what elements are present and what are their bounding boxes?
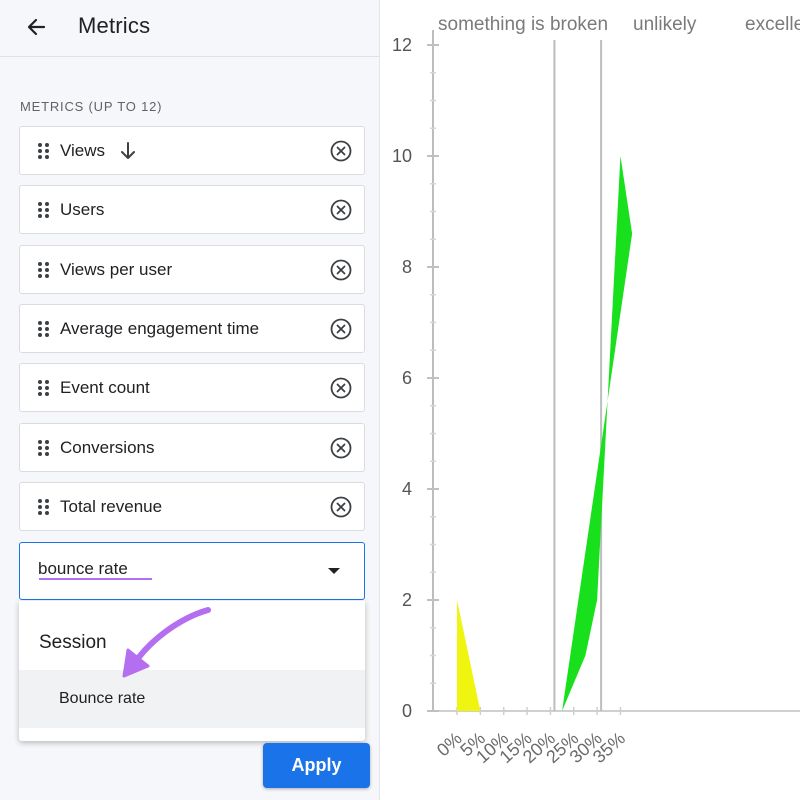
metric-label: Users [60,199,105,219]
back-arrow-icon[interactable] [22,12,52,42]
metric-label: Views per user [60,259,173,279]
remove-icon[interactable] [330,140,352,162]
zone-label: excelle [745,14,800,35]
chart-axes [427,30,800,715]
panel-header: Metrics [0,0,380,57]
zone-label: unlikely [633,14,697,35]
metric-label: Views [60,140,106,160]
metric-item-total-revenue[interactable]: Total revenue [19,482,365,531]
bounce-rate-chart: 0246810120%5%10%15%20%25%30%35%something… [392,14,800,767]
chart-areas [457,156,633,711]
remove-icon[interactable] [330,496,352,518]
drag-handle-icon[interactable] [38,261,49,278]
metric-item-event-count[interactable]: Event count [19,363,365,412]
suggestion-option-bounce-rate[interactable]: Bounce rate [19,670,365,728]
spellcheck-underline [39,578,152,580]
metric-search-combobox[interactable] [19,542,365,600]
metric-item-views[interactable]: Views [19,126,365,175]
metric-item-conversions[interactable]: Conversions [19,423,365,472]
drag-handle-icon[interactable] [38,142,49,159]
drag-handle-icon[interactable] [38,320,49,337]
metric-label: Conversions [60,437,155,457]
area-series [562,156,633,711]
y-tick-label: 10 [392,146,412,166]
metric-search-input[interactable] [38,557,298,581]
suggestion-group-label: Session [39,632,107,653]
y-tick-label: 0 [402,701,412,721]
drag-handle-icon[interactable] [38,498,49,515]
metric-item-users[interactable]: Users [19,185,365,234]
apply-button[interactable]: Apply [263,743,370,788]
remove-icon[interactable] [330,318,352,340]
y-tick-label: 6 [402,368,412,388]
dropdown-arrow-icon[interactable] [328,568,340,574]
sort-descending-icon[interactable] [119,141,137,161]
y-tick-label: 2 [402,590,412,610]
metric-suggestions-dropdown: Session Bounce rate [19,601,365,741]
metric-item-views-per-user[interactable]: Views per user [19,245,365,294]
remove-icon[interactable] [330,199,352,221]
y-tick-label: 12 [392,35,412,55]
drag-handle-icon[interactable] [38,439,49,456]
page-title: Metrics [78,13,151,38]
chart-labels: 0246810120%5%10%15%20%25%30%35%something… [392,14,800,767]
section-label: METRICS (UP TO 12) [20,99,163,114]
metrics-panel: Metrics METRICS (UP TO 12) Views Users V… [0,0,380,800]
remove-icon[interactable] [330,437,352,459]
metric-label: Event count [60,377,150,397]
drag-handle-icon[interactable] [38,201,49,218]
metric-label: Average engagement time [60,318,260,338]
area-series [457,600,481,711]
y-tick-label: 8 [402,257,412,277]
drag-handle-icon[interactable] [38,379,49,396]
zone-label: something is broken [438,14,608,35]
metric-label: Total revenue [60,496,163,516]
suggestion-option-label: Bounce rate [59,690,146,707]
remove-icon[interactable] [330,259,352,281]
metric-item-average-engagement-time[interactable]: Average engagement time [19,304,365,353]
y-tick-label: 4 [402,479,412,499]
remove-icon[interactable] [330,377,352,399]
